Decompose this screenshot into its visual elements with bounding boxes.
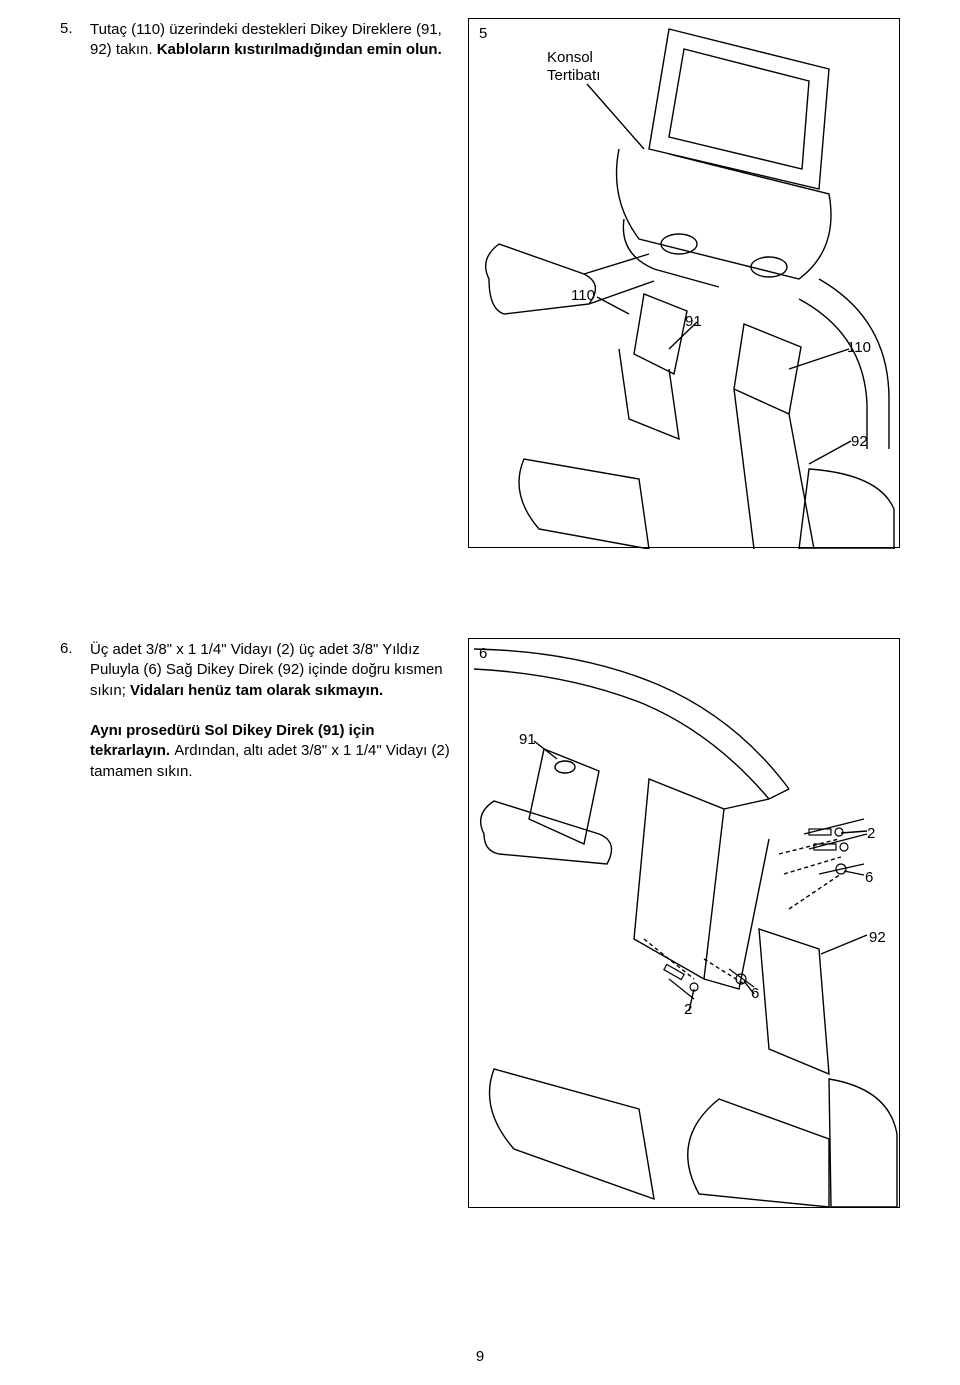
step5-number: 5. — [60, 20, 90, 37]
step6-number: 6. — [60, 640, 90, 657]
step6-text-bold-a: Vidaları henüz tam olarak sıkmayın. — [130, 682, 383, 699]
diagram-6: 6 91 2 6 92 2 6 — [468, 638, 900, 1208]
diagram5-110a: 110 — [571, 287, 595, 304]
diagram5-110b: 110 — [847, 339, 871, 356]
step5-text-bold: Kabloların kıstırılmadığından emin olun. — [157, 41, 442, 58]
diagram6-6b: 6 — [751, 985, 759, 1002]
diagram-5: 5 Konsol Tertibatı 110 91 110 92 — [468, 18, 900, 548]
diagram5-number: 5 — [479, 25, 487, 42]
diagram5-tertibati: Tertibatı — [547, 67, 600, 84]
diagram6-2b: 2 — [684, 1001, 692, 1018]
diagram6-2a: 2 — [867, 825, 875, 842]
step5-text: Tutaç (110) üzerindeki destekleri Dikey … — [90, 20, 470, 61]
diagram6-6a: 6 — [865, 869, 873, 886]
diagram6-91: 91 — [519, 731, 536, 748]
diagram6-92: 92 — [869, 929, 886, 946]
diagram6-svg — [469, 639, 901, 1209]
diagram6-number: 6 — [479, 645, 487, 662]
diagram5-svg — [469, 19, 901, 549]
step6-text: Üç adet 3/8" x 1 1/4" Vidayı (2) üç adet… — [90, 640, 470, 782]
diagram5-konsol: Konsol — [547, 49, 593, 66]
diagram5-92: 92 — [851, 433, 868, 450]
diagram5-91: 91 — [685, 313, 702, 330]
page-number: 9 — [0, 1348, 960, 1365]
